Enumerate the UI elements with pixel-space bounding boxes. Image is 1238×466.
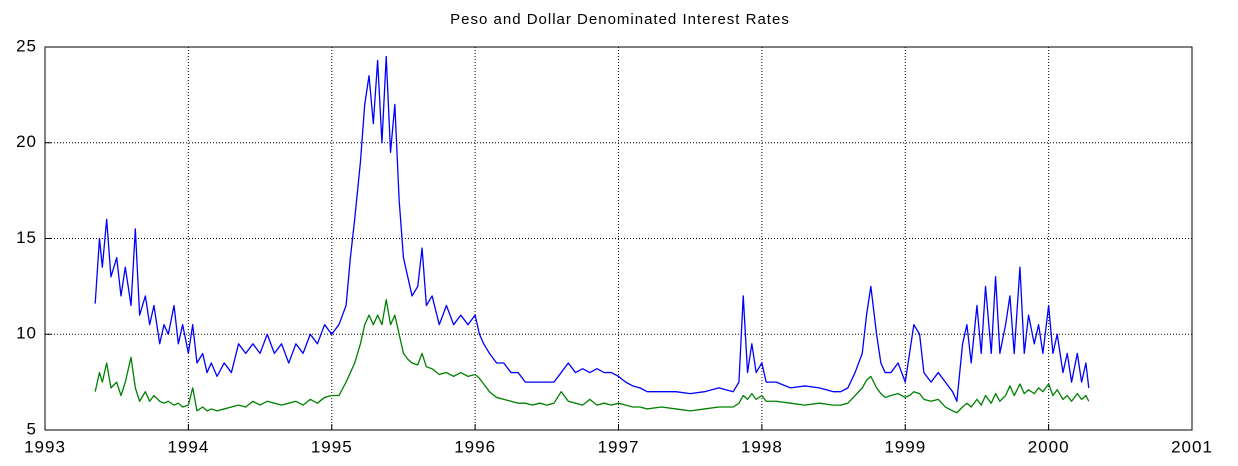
line-series (94, 55, 1090, 402)
y-tick-label: 15 (16, 228, 37, 247)
x-tick-label: 1995 (311, 437, 353, 456)
line-series (94, 299, 1090, 414)
x-tick-label: 2000 (1028, 437, 1070, 456)
y-tick-label: 10 (16, 324, 37, 343)
x-tick-label: 1993 (24, 437, 66, 456)
y-tick-label: 25 (16, 36, 37, 55)
x-tick-label: 1997 (598, 437, 640, 456)
x-tick-label: 1999 (884, 437, 926, 456)
x-tick-label: 1998 (741, 437, 783, 456)
chart-title: Peso and Dollar Denominated Interest Rat… (450, 11, 790, 28)
plot-frame (44, 46, 1193, 431)
y-tick-label: 5 (27, 419, 37, 438)
x-tick-label: 1996 (454, 437, 496, 456)
y-tick-label: 20 (16, 132, 37, 151)
x-tick-label: 1994 (167, 437, 209, 456)
x-tick-label: 2001 (1171, 437, 1213, 456)
